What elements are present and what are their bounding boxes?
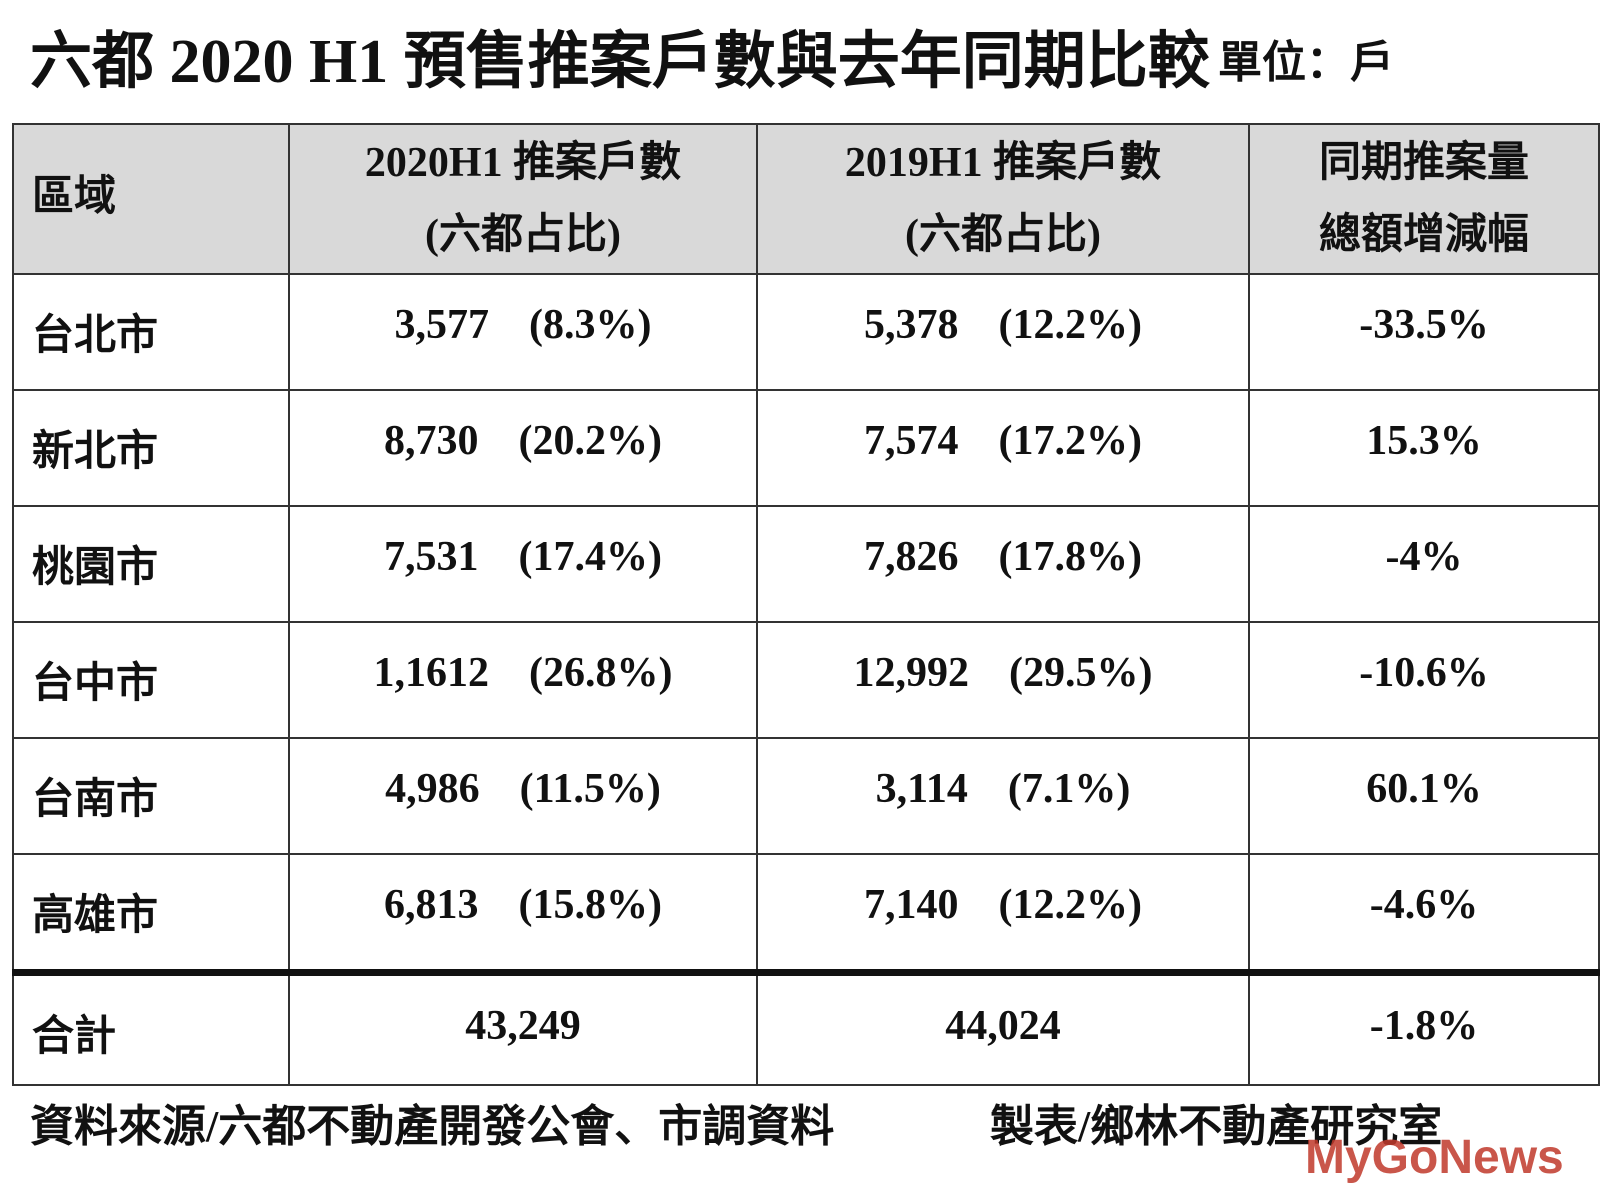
header-cell: 2019H1 推案戶數 (六都占比) bbox=[756, 123, 1250, 275]
change-cell: -4.6% bbox=[1248, 853, 1600, 974]
change-cell: -4% bbox=[1248, 505, 1600, 623]
count: 3,577 bbox=[394, 302, 490, 348]
region-cell: 台中市 bbox=[12, 621, 290, 739]
count-cell: 8,730 (20.2%) bbox=[288, 389, 758, 507]
share: (26.8%) bbox=[529, 650, 673, 696]
header-line: (六都占比) bbox=[905, 212, 1101, 258]
header-row: 區域 2020H1 推案戶數 (六都占比) 2019H1 推案戶數 (六都占比) 同期推案… bbox=[12, 123, 1600, 275]
header-cell: 2020H1 推案戶數 (六都占比) bbox=[288, 123, 758, 275]
total-cell: 44,024 bbox=[756, 969, 1250, 1086]
header-line: (六都占比) bbox=[425, 212, 621, 258]
count: 5,378 bbox=[864, 302, 959, 348]
header-line: 總額增減幅 bbox=[1318, 212, 1529, 258]
table-body: 區域 2020H1 推案戶數 (六都占比) 2019H1 推案戶數 (六都占比) 同期推案… bbox=[12, 123, 1600, 1086]
count-cell: 12,992 (29.5%) bbox=[756, 621, 1250, 739]
share: (29.5%) bbox=[1009, 650, 1153, 696]
watermark: MyGoNews bbox=[1305, 1131, 1564, 1184]
share: (17.4%) bbox=[518, 534, 662, 580]
region-cell: 新北市 bbox=[12, 389, 290, 507]
count-cell: 3,577 (8.3%) bbox=[288, 273, 758, 391]
table-row: 台北市 3,577 (8.3%) 5,378 (12.2%) -33.5% bbox=[12, 273, 1600, 391]
count: 7,140 bbox=[864, 882, 959, 928]
header-line: 2019H1 推案戶數 bbox=[844, 140, 1162, 186]
count-cell: 3,114 (7.1%) bbox=[756, 737, 1250, 855]
title: 六都 2020 H1 預售推案戶數與去年同期比較 bbox=[30, 28, 1210, 96]
count: 7,531 bbox=[384, 534, 479, 580]
count: 4,986 bbox=[385, 766, 480, 812]
data-table: 區域 2020H1 推案戶數 (六都占比) 2019H1 推案戶數 (六都占比) 同期推案… bbox=[12, 123, 1600, 1086]
count: 6,813 bbox=[384, 882, 479, 928]
share: (12.2%) bbox=[998, 882, 1142, 928]
count-cell: 5,378 (12.2%) bbox=[756, 273, 1250, 391]
table-row: 新北市 8,730 (20.2%) 7,574 (17.2%) 15.3% bbox=[12, 389, 1600, 507]
total-cell: 合計 bbox=[12, 969, 290, 1086]
change-cell: 15.3% bbox=[1248, 389, 1600, 507]
region-cell: 高雄市 bbox=[12, 853, 290, 974]
region-cell: 台南市 bbox=[12, 737, 290, 855]
count: 12,992 bbox=[853, 650, 970, 696]
source-note: 資料來源/六都不動產開發公會、市調資料 bbox=[30, 1102, 835, 1151]
maker-note: 製表/鄉林不動產研究室 bbox=[990, 1102, 1443, 1151]
header-line: 2020H1 推案戶數 bbox=[364, 140, 682, 186]
region-cell: 桃園市 bbox=[12, 505, 290, 623]
table-row: 桃園市 7,531 (17.4%) 7,826 (17.8%) -4% bbox=[12, 505, 1600, 623]
count-cell: 7,140 (12.2%) bbox=[756, 853, 1250, 974]
count: 8,730 bbox=[384, 418, 479, 464]
share: (7.1%) bbox=[1007, 766, 1131, 812]
count: 7,574 bbox=[864, 418, 959, 464]
share: (17.2%) bbox=[998, 418, 1142, 464]
count: 3,114 bbox=[875, 766, 968, 812]
count-cell: 6,813 (15.8%) bbox=[288, 853, 758, 974]
region-cell: 台北市 bbox=[12, 273, 290, 391]
count-cell: 7,531 (17.4%) bbox=[288, 505, 758, 623]
count-cell: 1,1612 (26.8%) bbox=[288, 621, 758, 739]
total-cell: 43,249 bbox=[288, 969, 758, 1086]
total-row: 合計 43,249 44,024 -1.8% bbox=[12, 969, 1600, 1086]
change-cell: -10.6% bbox=[1248, 621, 1600, 739]
count-cell: 7,574 (17.2%) bbox=[756, 389, 1250, 507]
unit: 單位：戶 bbox=[1218, 38, 1394, 87]
count-cell: 4,986 (11.5%) bbox=[288, 737, 758, 855]
table-row: 高雄市 6,813 (15.8%) 7,140 (12.2%) -4.6% bbox=[12, 853, 1600, 974]
header-cell: 區域 bbox=[12, 123, 290, 275]
share: (15.8%) bbox=[518, 882, 662, 928]
change-cell: -33.5% bbox=[1248, 273, 1600, 391]
header-line: 同期推案量 bbox=[1318, 140, 1529, 186]
share: (12.2%) bbox=[998, 302, 1142, 348]
count: 1,1612 bbox=[373, 650, 490, 696]
header-cell: 同期推案量總額增減幅 bbox=[1248, 123, 1600, 275]
header-line: 區域 bbox=[32, 174, 117, 220]
count: 7,826 bbox=[864, 534, 959, 580]
total-cell: -1.8% bbox=[1248, 969, 1600, 1086]
table-row: 台南市 4,986 (11.5%) 3,114 (7.1%) 60.1% bbox=[12, 737, 1600, 855]
table-row: 台中市 1,1612 (26.8%) 12,992 (29.5%) -10.6% bbox=[12, 621, 1600, 739]
share: (20.2%) bbox=[518, 418, 662, 464]
share: (8.3%) bbox=[529, 302, 652, 348]
count-cell: 7,826 (17.8%) bbox=[756, 505, 1250, 623]
share: (17.8%) bbox=[998, 534, 1142, 580]
share: (11.5%) bbox=[519, 766, 661, 812]
change-cell: 60.1% bbox=[1248, 737, 1600, 855]
